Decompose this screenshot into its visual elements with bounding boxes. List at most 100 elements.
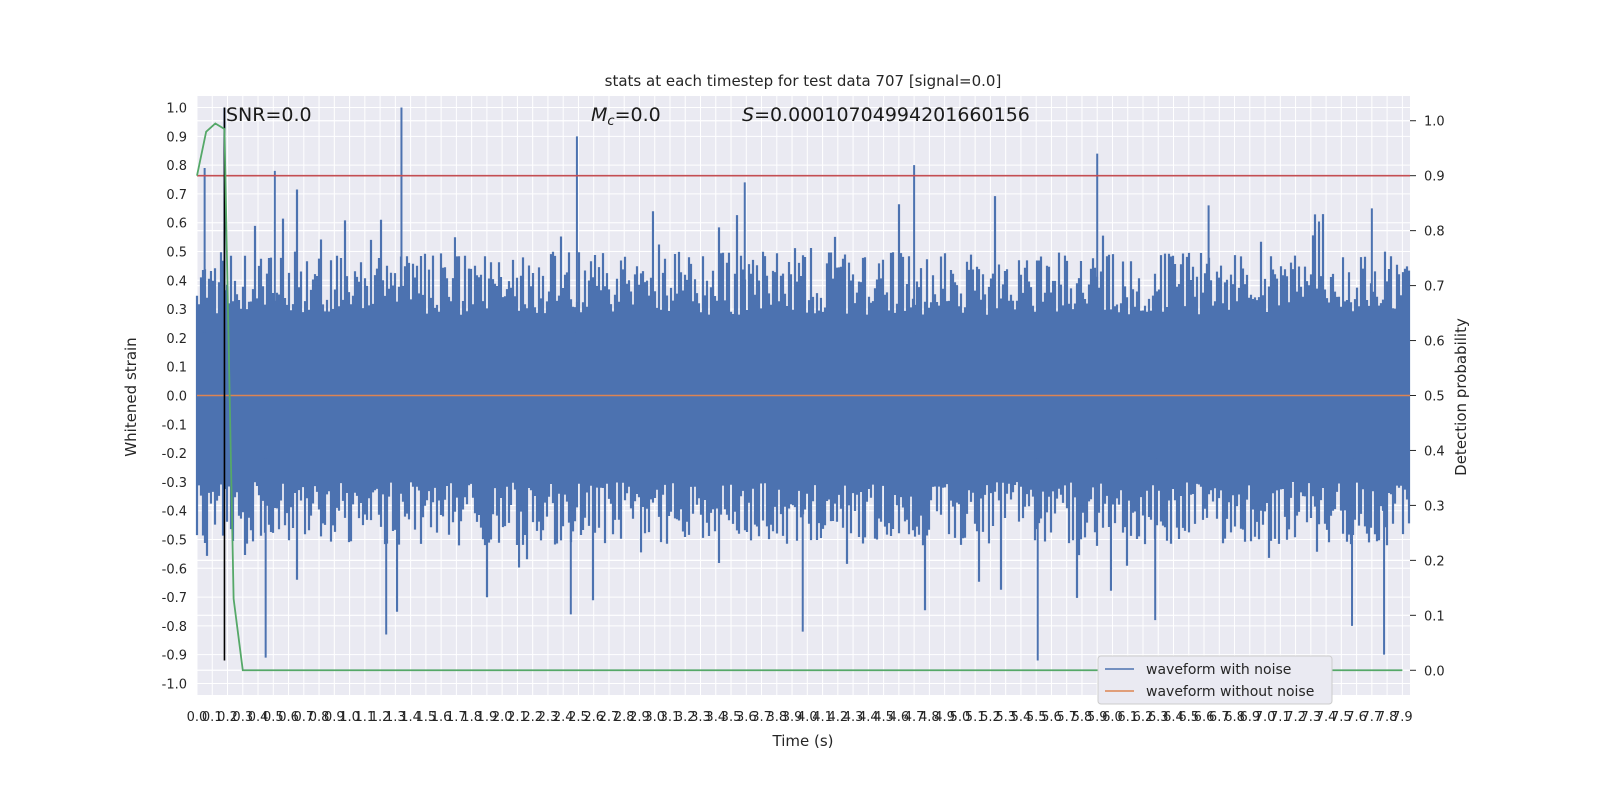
x-tick-label: 0.1 bbox=[202, 710, 223, 725]
x-tick-label: 2.9 bbox=[629, 710, 650, 725]
legend: waveform with noise waveform without noi… bbox=[1097, 655, 1333, 705]
chirp-mass-subscript: c bbox=[607, 114, 614, 129]
y-tick-label: -0.2 bbox=[162, 447, 187, 462]
y-tick-label: 0.7 bbox=[166, 188, 187, 203]
x-tick-label: 2.4 bbox=[553, 710, 574, 725]
x-tick-label: 6.0 bbox=[1102, 710, 1123, 725]
y-tick-label: 0.6 bbox=[166, 217, 187, 232]
x-tick-label: 1.7 bbox=[446, 710, 467, 725]
y-tick-label: -1.0 bbox=[162, 677, 187, 692]
y-tick-label: -0.6 bbox=[162, 562, 187, 577]
x-tick-label: 3.1 bbox=[660, 710, 681, 725]
y-tick-label: -0.3 bbox=[162, 476, 187, 491]
y2-tick-label: 0.3 bbox=[1424, 499, 1445, 514]
x-tick-label: 0.8 bbox=[309, 710, 330, 725]
s-value: =0.00010704994201660156 bbox=[754, 104, 1030, 126]
y-tick-label: 0.3 bbox=[166, 303, 187, 318]
x-tick-label: 6.3 bbox=[1148, 710, 1169, 725]
x-tick-label: 0.9 bbox=[324, 710, 345, 725]
y-tick-label: 0.1 bbox=[166, 361, 187, 376]
x-tick-label: 0.0 bbox=[187, 710, 208, 725]
x-tick-label: 1.2 bbox=[370, 710, 391, 725]
x-tick-label: 4.6 bbox=[889, 710, 910, 725]
detection-probability-line bbox=[196, 122, 1403, 672]
x-tick-label: 7.8 bbox=[1377, 710, 1398, 725]
y-tick-label: 0.9 bbox=[166, 130, 187, 145]
x-tick-label: 4.9 bbox=[934, 710, 955, 725]
x-tick-label: 5.2 bbox=[980, 710, 1001, 725]
x-tick-label: 5.5 bbox=[1026, 710, 1047, 725]
x-tick-label: 1.8 bbox=[461, 710, 482, 725]
x-tick-label: 1.4 bbox=[400, 710, 421, 725]
x-tick-label: 3.9 bbox=[782, 710, 803, 725]
y-axis-label: Whitened strain bbox=[122, 337, 140, 456]
x-tick-label: 6.9 bbox=[1239, 710, 1260, 725]
x-tick-label: 7.3 bbox=[1300, 710, 1321, 725]
legend-box bbox=[1097, 655, 1333, 705]
x-tick-label: 7.5 bbox=[1331, 710, 1352, 725]
chirp-mass-annotation: Mc=0.0 bbox=[591, 104, 661, 129]
x-tick-label: 7.2 bbox=[1285, 710, 1306, 725]
x-tick-label: 3.3 bbox=[690, 710, 711, 725]
y2-tick-label: 1.0 bbox=[1424, 115, 1445, 130]
y2-tick-label: 0.9 bbox=[1424, 170, 1445, 185]
x-tick-label: 4.0 bbox=[797, 710, 818, 725]
x-tick-label: 4.2 bbox=[827, 710, 848, 725]
legend-label-clean: waveform without noise bbox=[1146, 684, 1314, 700]
x-tick-label: 2.2 bbox=[522, 710, 543, 725]
y-tick-labels: 1.0 0.9 0.8 0.7 0.6 0.5 0.4 0.3 0.2 0.1 0.0 -0.1 -0.… bbox=[162, 102, 187, 693]
y-tick-label: 0.2 bbox=[166, 332, 187, 347]
x-tick-label: 5.7 bbox=[1056, 710, 1077, 725]
x-tick-label: 4.1 bbox=[812, 710, 833, 725]
x-tick-label: 3.0 bbox=[644, 710, 665, 725]
x-tick-label: 2.0 bbox=[492, 710, 513, 725]
x-tick-label: 5.3 bbox=[995, 710, 1016, 725]
x-tick-label: 3.7 bbox=[751, 710, 772, 725]
y-tick-label: 0.8 bbox=[166, 159, 187, 174]
x-tick-label: 2.7 bbox=[599, 710, 620, 725]
x-tick-label: 7.4 bbox=[1316, 710, 1337, 725]
chart-title: stats at each timestep for test data 707… bbox=[605, 72, 1002, 90]
s-annotation: S=0.00010704994201660156 bbox=[742, 104, 1030, 126]
x-tick-label: 4.5 bbox=[873, 710, 894, 725]
x-tick-labels: 0.00.10.20.30.40.50.60.70.80.91.01.11.21… bbox=[187, 710, 1413, 725]
x-tick-label: 6.2 bbox=[1133, 710, 1154, 725]
chirp-mass-symbol: M bbox=[591, 104, 607, 126]
x-tick-label: 2.3 bbox=[538, 710, 559, 725]
x-tick-label: 4.3 bbox=[843, 710, 864, 725]
chirp-mass-value: =0.0 bbox=[615, 104, 661, 126]
x-tick-label: 0.7 bbox=[293, 710, 314, 725]
x-tick-label: 2.1 bbox=[507, 710, 528, 725]
x-tick-label: 5.8 bbox=[1072, 710, 1093, 725]
x-tick-label: 7.0 bbox=[1255, 710, 1276, 725]
x-tick-label: 4.4 bbox=[858, 710, 879, 725]
x-tick-label: 2.5 bbox=[568, 710, 589, 725]
x-tick-label: 1.1 bbox=[354, 710, 375, 725]
x-tick-label: 6.8 bbox=[1224, 710, 1245, 725]
x-tick-label: 0.6 bbox=[278, 710, 299, 725]
x-tick-label: 3.4 bbox=[705, 710, 726, 725]
y2-tick-labels: 1.0 0.9 0.8 0.7 0.6 0.5 0.4 0.3 0.2 0.1 0.0 bbox=[1410, 115, 1445, 679]
x-tick-label: 3.6 bbox=[736, 710, 757, 725]
y2-axis-label: Detection probability bbox=[1452, 318, 1470, 476]
x-tick-label: 4.7 bbox=[904, 710, 925, 725]
overlay-series bbox=[196, 107, 1410, 672]
y-tick-label: 1.0 bbox=[166, 102, 187, 117]
x-tick-label: 6.5 bbox=[1178, 710, 1199, 725]
x-tick-label: 0.3 bbox=[232, 710, 253, 725]
x-tick-label: 5.4 bbox=[1011, 710, 1032, 725]
x-tick-label: 1.5 bbox=[416, 710, 437, 725]
x-axis-label: Time (s) bbox=[772, 732, 834, 750]
y-tick-label: 0.0 bbox=[166, 390, 187, 405]
y-tick-label: -0.7 bbox=[162, 591, 187, 606]
s-symbol: S bbox=[742, 104, 754, 126]
x-tick-label: 1.9 bbox=[477, 710, 498, 725]
y-tick-label: -0.8 bbox=[162, 620, 187, 635]
y-tick-label: -0.4 bbox=[162, 505, 187, 520]
x-tick-label: 5.6 bbox=[1041, 710, 1062, 725]
y2-tick-label: 0.7 bbox=[1424, 280, 1445, 295]
x-tick-label: 5.1 bbox=[965, 710, 986, 725]
x-tick-label: 5.0 bbox=[950, 710, 971, 725]
x-tick-label: 6.6 bbox=[1194, 710, 1215, 725]
